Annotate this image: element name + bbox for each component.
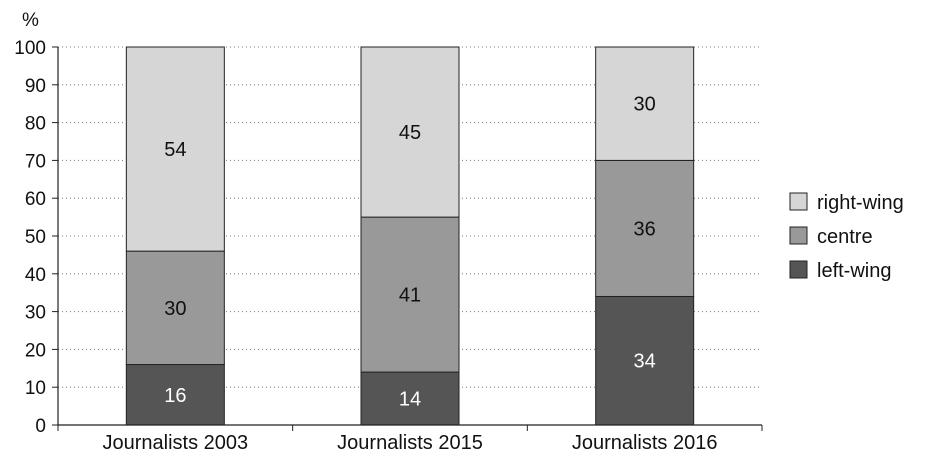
y-tick-label: 50 (25, 227, 46, 248)
x-category-label: Journalists 2016 (572, 432, 718, 454)
y-tick-label: 100 (14, 38, 46, 59)
bar-segment-right-wing (360, 46, 460, 218)
axes: 0 10 20 30 40 50 60 70 80 90 100 Journalists 2003 Jo… (14, 38, 763, 454)
bar-segment-centre (125, 250, 225, 366)
y-tick-label: 60 (25, 189, 46, 210)
y-tick-label: 30 (25, 303, 46, 324)
data-label: 30 (164, 298, 186, 320)
y-tick-label: 80 (25, 114, 46, 135)
y-tick-label: 40 (25, 265, 46, 286)
data-label: 14 (399, 389, 421, 411)
legend-swatch-centre (789, 226, 808, 245)
bar-segment-left-wing (125, 364, 225, 426)
data-label: 34 (634, 351, 656, 373)
data-label: 41 (399, 285, 421, 307)
legend: right-wing centre left-wing (789, 192, 904, 282)
data-label: 45 (399, 122, 421, 144)
legend-swatch-right-wing (789, 192, 808, 211)
y-tick-label: 70 (25, 151, 46, 172)
y-tick-label: 20 (25, 340, 46, 361)
data-label: 54 (164, 139, 186, 161)
bar-segment-left-wing (595, 295, 695, 426)
legend-label-right-wing: right-wing (817, 192, 904, 214)
y-tick-label: 90 (25, 76, 46, 97)
y-unit-label: % (22, 10, 39, 31)
bar-segment-right-wing (125, 46, 225, 252)
y-tick-label: 0 (35, 416, 46, 437)
data-label: 30 (634, 94, 656, 116)
legend-label-centre: centre (817, 226, 873, 248)
y-tick-label: 10 (25, 378, 46, 399)
bar-segment-centre (595, 159, 695, 297)
data-label: 16 (164, 385, 186, 407)
legend-label-left-wing: left-wing (817, 260, 891, 282)
legend-swatch-left-wing (789, 260, 808, 279)
x-category-label: Journalists 2015 (337, 432, 483, 454)
x-category-label: Journalists 2003 (103, 432, 249, 454)
data-label: 36 (634, 218, 656, 240)
bars: 16 30 54 14 41 45 34 36 30 (125, 46, 695, 426)
bar-segment-right-wing (595, 46, 695, 161)
